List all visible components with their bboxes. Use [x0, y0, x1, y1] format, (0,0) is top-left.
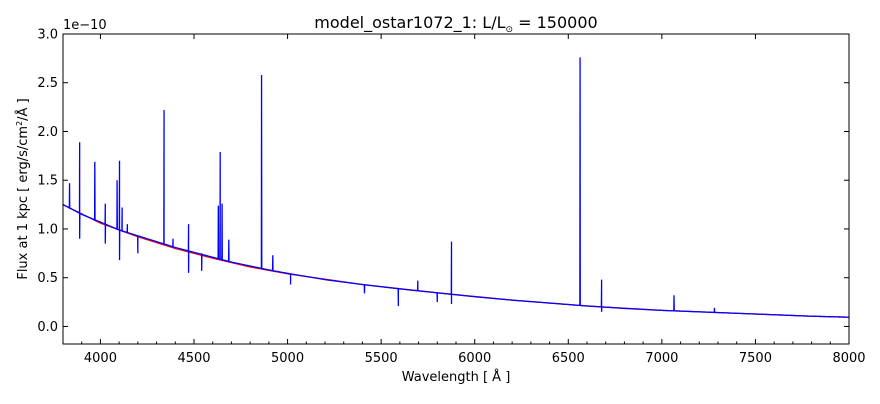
y-multiplier-label: 1e−10 — [63, 18, 107, 33]
x-tick-label: 6000 — [458, 351, 491, 366]
x-tick-label: 4500 — [177, 351, 210, 366]
y-tick-label: 3.0 — [37, 28, 58, 43]
chart-title: model_ostar1072_1: L/L⊙ = 150000 — [314, 13, 597, 35]
x-tick-label: 7500 — [739, 351, 772, 366]
series-layer — [63, 57, 849, 318]
x-tick-label: 7000 — [645, 351, 678, 366]
series-line-0 — [63, 57, 849, 318]
x-tick-label: 4000 — [84, 351, 117, 366]
x-tick-label: 6500 — [552, 351, 585, 366]
y-axis-label-tail: /Å ] — [15, 98, 31, 120]
y-axis-label: Flux at 1 kpc [ erg/s/cm2/Å ] — [15, 98, 31, 279]
x-axis: 4000 4500 5000 5500 6000 6500 7000 7500 8000 — [81, 34, 866, 366]
y-tick-label: 1.5 — [37, 174, 58, 189]
x-tick-label: 5000 — [271, 351, 304, 366]
y-axis: 0.0 0.5 1.0 1.5 2.0 2.5 3.0 — [37, 28, 849, 335]
title-suffix: = 150000 — [513, 13, 598, 32]
title-subscript: ⊙ — [506, 25, 514, 35]
y-axis-label-superscript: 2 — [15, 121, 24, 126]
x-tick-label: 8000 — [832, 351, 865, 366]
series-line-1 — [63, 204, 849, 318]
y-tick-label: 0.0 — [37, 320, 58, 335]
y-tick-label: 2.5 — [37, 76, 58, 91]
x-tick-label: 5500 — [365, 351, 398, 366]
plot-frame — [62, 33, 850, 345]
y-tick-label: 2.0 — [37, 125, 58, 140]
y-tick-label: 0.5 — [37, 271, 58, 286]
y-tick-label: 1.0 — [37, 222, 58, 237]
x-axis-label: Wavelength [ Å ] — [402, 369, 511, 385]
